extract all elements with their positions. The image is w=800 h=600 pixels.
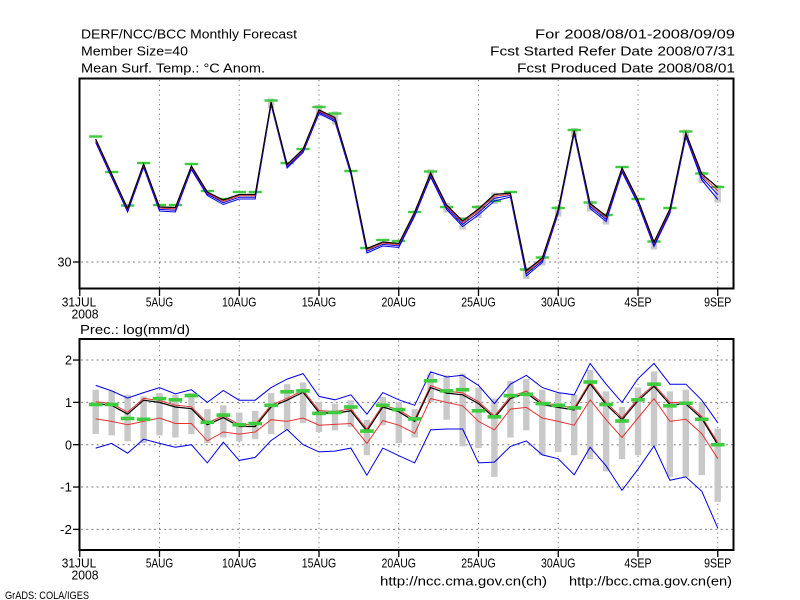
svg-text:http://ncc.cma.gov.cn(ch): http://ncc.cma.gov.cn(ch)	[380, 574, 547, 589]
svg-text:10AUG: 10AUG	[222, 557, 257, 571]
svg-text:20AUG: 20AUG	[382, 557, 417, 571]
svg-text:0: 0	[65, 438, 72, 452]
svg-text:25AUG: 25AUG	[461, 557, 496, 571]
svg-text:9SEP: 9SEP	[704, 557, 731, 571]
svg-text:15AUG: 15AUG	[302, 557, 337, 571]
svg-text:2008: 2008	[72, 308, 99, 322]
svg-text:30AUG: 30AUG	[541, 557, 576, 571]
svg-text:10AUG: 10AUG	[222, 296, 257, 310]
svg-text:25AUG: 25AUG	[461, 296, 496, 310]
svg-text:5AUG: 5AUG	[146, 557, 173, 571]
svg-text:4SEP: 4SEP	[624, 296, 651, 310]
svg-text:15AUG: 15AUG	[302, 296, 337, 310]
svg-text:20AUG: 20AUG	[382, 296, 417, 310]
svg-text:Mean Surf. Temp.: °C Anom.: Mean Surf. Temp.: °C Anom.	[81, 61, 265, 76]
svg-text:-1: -1	[60, 481, 72, 495]
svg-text:30AUG: 30AUG	[541, 296, 576, 310]
svg-text:1: 1	[65, 396, 72, 410]
svg-text:Fcst Started Refer Date 2008/0: Fcst Started Refer Date 2008/07/31	[490, 44, 735, 59]
svg-text:http://bcc.cma.gov.cn(en): http://bcc.cma.gov.cn(en)	[569, 574, 732, 589]
svg-text:DERF/NCC/BCC Monthly Forecast: DERF/NCC/BCC Monthly Forecast	[81, 27, 297, 42]
svg-text:4SEP: 4SEP	[624, 557, 651, 571]
svg-text:Prec.: log(mm/d): Prec.: log(mm/d)	[80, 322, 190, 337]
svg-text:30: 30	[58, 256, 72, 270]
svg-text:5AUG: 5AUG	[146, 296, 173, 310]
svg-text:GrADS: COLA/IGES: GrADS: COLA/IGES	[5, 590, 89, 600]
svg-text:For 2008/08/01-2008/09/09: For 2008/08/01-2008/09/09	[535, 27, 735, 42]
svg-text:Member Size=40: Member Size=40	[81, 44, 188, 59]
svg-text:31JUL: 31JUL	[62, 296, 97, 310]
svg-text:-2: -2	[60, 523, 72, 537]
svg-text:2008: 2008	[72, 569, 99, 583]
svg-text:9SEP: 9SEP	[704, 296, 731, 310]
svg-text:2: 2	[65, 354, 72, 368]
svg-text:31JUL: 31JUL	[62, 557, 97, 571]
svg-text:Fcst Produced Date 2008/08/01: Fcst Produced Date 2008/08/01	[517, 61, 735, 76]
